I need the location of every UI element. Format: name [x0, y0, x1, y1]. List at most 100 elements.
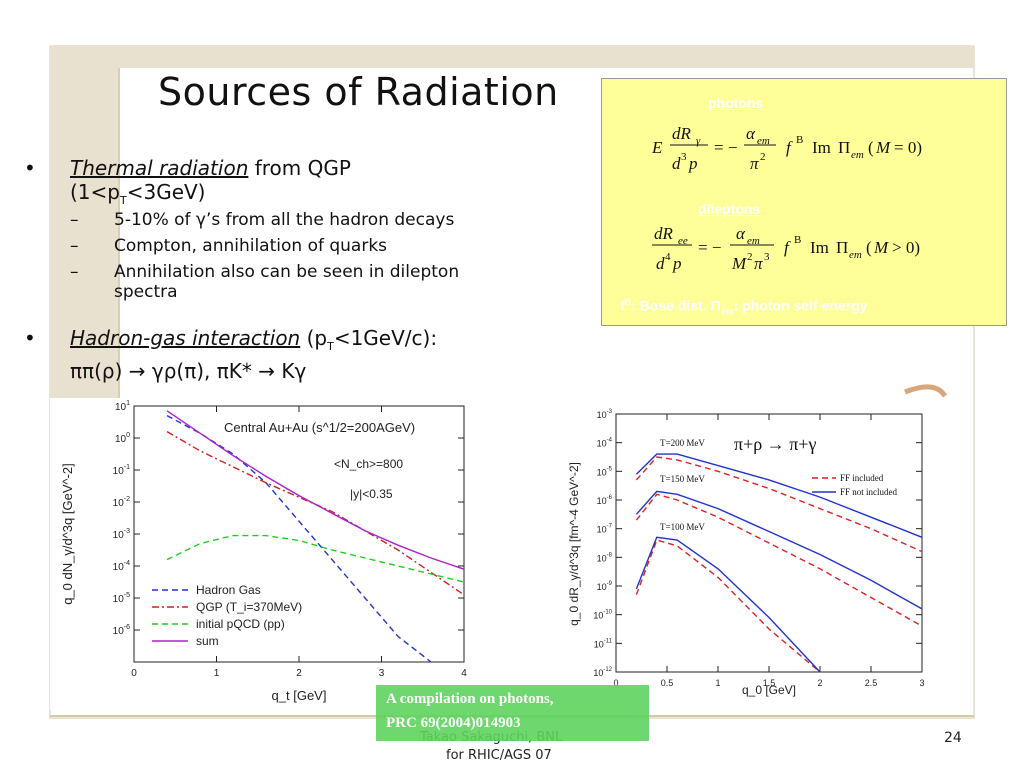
legend-label: QGP (T_i=370MeV)	[196, 600, 302, 614]
svg-text:Π: Π	[838, 138, 850, 157]
y-tick-label: 10-1	[113, 464, 130, 477]
y-tick-label: 10-3	[597, 409, 613, 420]
sub-bullet-text: Compton, annihilation of quarks	[114, 236, 388, 256]
svg-text:2: 2	[747, 251, 753, 263]
right-chart-panel: 0 0.5 1 1.5 2 2.5 3 10-3 10-4 10-5 10-6 10-7 10-8 10-…	[562, 402, 942, 698]
series-line-initial-pqcd-pp-	[166, 534, 465, 583]
series-line-ff-not-included	[635, 490, 923, 610]
svg-text:π: π	[750, 154, 759, 173]
series-line-ff-not-included	[635, 536, 821, 673]
svg-text:3: 3	[764, 251, 770, 263]
sub-bullet-dash: –	[70, 236, 79, 256]
sub-bullet-text: 5-10% of γ’s from all the hadron decays	[114, 210, 455, 230]
y-tick-label: 101	[115, 400, 130, 413]
y-tick-label: 10-3	[113, 528, 130, 541]
sub-bullet-text: Annihilation also can be seen in dilepto…	[114, 262, 460, 282]
bullet-thermal-range-a: (1<p	[70, 180, 120, 204]
x-tick-label: 4	[461, 668, 467, 679]
bullet-hadron-rest-a: (p	[300, 326, 328, 350]
legend-label: FF included	[840, 473, 884, 483]
x-tick-label: 2.5	[865, 678, 878, 688]
svg-text:em: em	[849, 249, 862, 261]
y-tick-label: 10-6	[113, 624, 130, 637]
legend-label: FF not included	[840, 487, 898, 497]
temperature-annotation: T=150 MeV	[660, 474, 705, 484]
svg-text:γ: γ	[696, 135, 701, 147]
svg-text:α: α	[746, 124, 756, 143]
x-tick-label: 2	[296, 668, 302, 679]
bullet-thermal-radiation: • Thermal radiation from QGP (1<pT<3GeV)	[24, 156, 351, 213]
photon-yield-chart: 0 1 2 3 4 101 100 10-1 10-2 10-3 10-4 10-5 10-6 Centr…	[60, 400, 467, 703]
svg-text:ee: ee	[678, 235, 688, 247]
bullet-hadron-reactions: ππ(ρ) → γρ(π), πK* → Kγ	[70, 359, 307, 383]
footnote-sup: B	[624, 297, 632, 307]
bullet-thermal-heading: Thermal radiation	[70, 156, 249, 180]
y-tick-label: 10-12	[593, 667, 612, 678]
x-axis-label: q_t [GeV]	[272, 688, 327, 703]
svg-text:π: π	[754, 254, 763, 273]
sub-bullet-text-cont: spectra	[114, 282, 178, 302]
svg-text:= −: = −	[698, 238, 721, 257]
chart-panel-title: Central Au+Au (s^1/2=200AGeV)	[224, 420, 415, 435]
svg-text:M: M	[873, 238, 889, 257]
svg-text:dR: dR	[672, 124, 692, 143]
bullet-dot: •	[24, 326, 36, 350]
chart-annotation-y: |y|<0.35	[350, 487, 393, 501]
temperature-annotation: T=100 MeV	[660, 522, 705, 532]
photons-label: photons	[708, 95, 764, 111]
svg-text:em: em	[851, 149, 864, 161]
left-chart-panel: 0 1 2 3 4 101 100 10-1 10-2 10-3 10-4 10-5 10-6 Centr…	[50, 398, 480, 710]
svg-text:em: em	[747, 235, 760, 247]
x-tick-label: 3	[379, 668, 385, 679]
legend-label: initial pQCD (pp)	[196, 617, 285, 631]
page-number: 24	[944, 730, 962, 746]
svg-text:M: M	[875, 138, 891, 157]
svg-text:B: B	[796, 134, 803, 146]
svg-text:d: d	[672, 154, 681, 173]
svg-text:= −: = −	[714, 138, 737, 157]
y-tick-label: 10-4	[113, 560, 130, 573]
bullet-hadron-rest-b: <1GeV/c):	[333, 326, 438, 350]
x-tick-label: 0	[613, 678, 618, 688]
footnote-f: f	[620, 297, 625, 314]
footer-conference: for RHIC/AGS 07	[446, 748, 552, 763]
bullet-thermal-range-sub: T	[119, 194, 127, 207]
svg-text:Π: Π	[836, 238, 848, 257]
slide-title: Sources of Radiation	[158, 70, 559, 114]
svg-text:B: B	[794, 234, 801, 246]
svg-text:α: α	[736, 224, 746, 243]
svg-text:f: f	[784, 238, 791, 257]
photon-rate-chart: 0 0.5 1 1.5 2 2.5 3 10-3 10-4 10-5 10-6 10-7 10-8 10-…	[567, 409, 925, 697]
series-line-ff-included	[635, 493, 923, 627]
reference-line2: PRC 69(2004)014903	[386, 715, 521, 731]
svg-text:d: d	[656, 254, 665, 273]
x-tick-label: 1	[214, 668, 220, 679]
x-axis-label: q_0 [GeV]	[742, 683, 796, 697]
y-tick-label: 10-7	[597, 524, 613, 535]
y-tick-label: 10-4	[597, 438, 613, 449]
y-tick-label: 10-10	[593, 610, 612, 621]
svg-text:M: M	[731, 254, 747, 273]
svg-text:p: p	[672, 254, 682, 273]
sub-bullet-dash: –	[70, 262, 79, 282]
svg-text:p: p	[688, 154, 698, 173]
sub-bullet-dilepton: – Annihilation also can be seen in dilep…	[70, 262, 460, 302]
temperature-annotation: T=200 MeV	[660, 438, 705, 448]
y-tick-label: 10-8	[597, 552, 613, 563]
bullet-hadron-gas: • Hadron-gas interaction (pT<1GeV/c): ππ…	[24, 326, 438, 383]
footnote-mid: : Bose dist. Π	[631, 297, 721, 314]
y-tick-label: 10-9	[597, 581, 613, 592]
x-tick-label: 1.5	[763, 678, 776, 688]
y-tick-label: 10-11	[594, 638, 613, 649]
sub-bullet-compton: – Compton, annihilation of quarks	[70, 236, 388, 256]
x-tick-label: 2	[817, 678, 822, 688]
sub-bullet-dash: –	[70, 210, 79, 230]
x-tick-label: 0.5	[661, 678, 674, 688]
x-tick-label: 1	[715, 678, 720, 688]
sub-bullet-hadron-decays: – 5-10% of γ’s from all the hadron decay…	[70, 210, 455, 230]
legend-label: Hadron Gas	[196, 583, 261, 597]
svg-text:3: 3	[681, 151, 687, 163]
svg-text:Im: Im	[812, 138, 831, 157]
